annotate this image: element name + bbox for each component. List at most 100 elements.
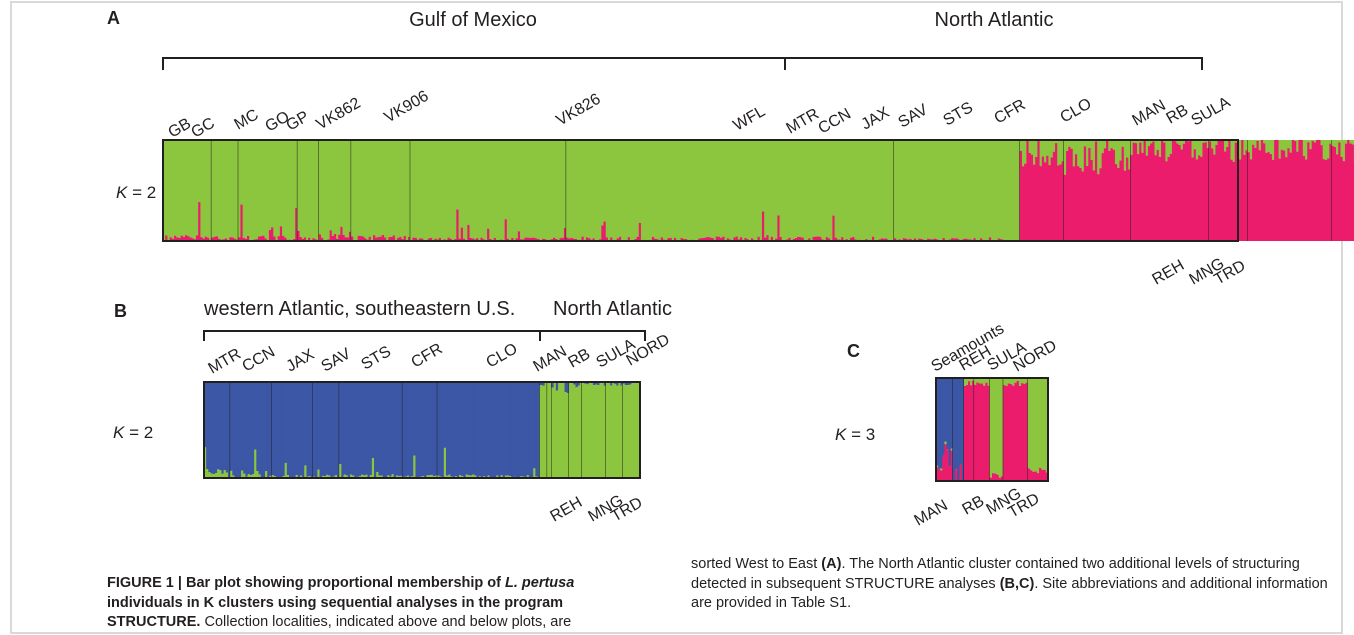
- bar-bottom: [568, 382, 572, 478]
- bar-top: [1349, 140, 1353, 144]
- bar-top: [559, 140, 563, 239]
- bar-top: [920, 140, 924, 239]
- bar-top: [695, 140, 699, 241]
- bar-bottom: [588, 238, 591, 241]
- bar-bottom: [1307, 142, 1311, 241]
- bar-top: [1252, 140, 1255, 145]
- structure-bar-plots: A Gulf of Mexico North Atlantic K = 2 GB…: [107, 8, 1354, 529]
- bar-top: [933, 140, 937, 239]
- figure-frame: [10, 1, 1343, 634]
- bar-bottom: [225, 472, 229, 478]
- bar-top: [838, 140, 842, 240]
- bar-top: [184, 140, 188, 236]
- bar-top: [596, 140, 600, 241]
- site-label: NORD: [624, 331, 673, 369]
- bar-cluster-2: [936, 465, 939, 468]
- bar-bottom: [603, 221, 607, 241]
- bar-bottom: [215, 236, 219, 241]
- site-label: REH: [548, 494, 586, 526]
- bar-top: [310, 140, 314, 241]
- bar-bottom: [1163, 142, 1166, 241]
- bar-top: [413, 382, 417, 456]
- bar-top: [341, 382, 345, 478]
- bar-top: [555, 140, 558, 239]
- bar-top: [1044, 140, 1047, 163]
- bar-bottom: [206, 237, 210, 241]
- bar-top: [211, 140, 215, 238]
- site-label: RB: [960, 493, 988, 519]
- bar-cluster-2: [1007, 378, 1011, 384]
- bar-bottom: [627, 237, 631, 241]
- bar-top: [739, 140, 743, 238]
- bar-bottom: [476, 238, 479, 241]
- bar-top: [219, 382, 223, 471]
- bar-bottom: [1050, 157, 1054, 241]
- bar-top: [1198, 140, 1201, 156]
- bar-top: [249, 140, 252, 241]
- bar-cluster-3: [1014, 382, 1018, 481]
- bar-bottom: [247, 474, 251, 478]
- bar-top: [592, 140, 596, 239]
- bar-top: [242, 140, 246, 238]
- bar-top: [271, 140, 274, 228]
- bar-cluster-3: [1009, 384, 1013, 481]
- bar-bottom: [214, 473, 218, 478]
- bar-top: [329, 140, 333, 231]
- bar-bottom: [1254, 147, 1258, 241]
- bar-top: [363, 382, 366, 476]
- bar-bottom: [920, 238, 924, 241]
- bar-bottom: [524, 237, 528, 241]
- bar-bottom: [1037, 140, 1041, 241]
- bar-top: [799, 140, 803, 238]
- bar-bottom: [412, 237, 416, 241]
- bar-bottom: [706, 236, 710, 241]
- bar-top: [1033, 140, 1036, 165]
- bar-bottom: [735, 236, 739, 241]
- bar-bottom: [340, 226, 344, 241]
- bar-cluster-2: [985, 378, 989, 383]
- bar-top: [651, 140, 655, 237]
- bar-top: [1141, 140, 1145, 153]
- bar-bottom: [566, 237, 569, 241]
- bar-top: [647, 140, 651, 241]
- bar-bottom: [1081, 171, 1085, 241]
- bar-bottom: [317, 469, 321, 478]
- bar-top: [1224, 140, 1227, 152]
- bar-bottom: [1035, 156, 1038, 241]
- bar-bottom: [1128, 169, 1132, 241]
- bar-bottom: [308, 237, 311, 241]
- bar-top: [533, 140, 536, 238]
- bar-bottom: [1331, 145, 1335, 241]
- bar-top: [788, 140, 792, 238]
- bar-cluster-3: [1007, 383, 1011, 481]
- bar-bottom: [1189, 140, 1193, 241]
- bar-bottom: [1271, 159, 1275, 241]
- bar-bottom: [980, 238, 983, 241]
- bar-top: [550, 140, 554, 240]
- bar-top: [863, 140, 866, 241]
- bar-bottom: [1245, 150, 1249, 241]
- bar-top: [1117, 140, 1120, 168]
- site-label: VK906: [382, 88, 432, 127]
- bar-cluster-3: [1025, 382, 1029, 481]
- bar-top: [1258, 140, 1262, 151]
- bar-top: [443, 140, 446, 240]
- bar-top: [966, 140, 970, 240]
- bar-bottom: [206, 469, 209, 478]
- bar-top: [325, 140, 329, 241]
- bar-bottom: [1070, 148, 1074, 241]
- bar-top: [832, 140, 836, 216]
- bar-top: [1256, 140, 1260, 141]
- bar-cluster-1: [946, 378, 950, 450]
- bar-bottom: [927, 238, 930, 241]
- bar-top: [993, 140, 997, 241]
- bar-bottom: [1219, 140, 1223, 241]
- bar-top: [808, 140, 811, 239]
- bar-top: [1048, 140, 1052, 166]
- bar-bottom: [426, 475, 430, 478]
- bar-top: [1083, 140, 1087, 147]
- bar-bottom: [437, 475, 441, 478]
- bar-top: [1015, 140, 1019, 241]
- bar-bottom: [566, 393, 570, 478]
- bar-top: [539, 382, 543, 386]
